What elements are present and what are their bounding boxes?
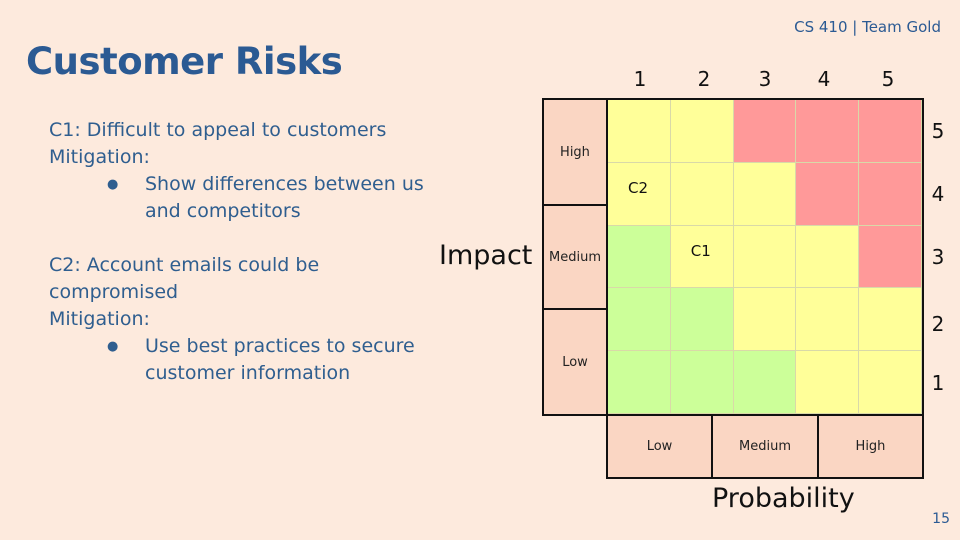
risk-cell — [733, 225, 797, 289]
risk-cell — [608, 288, 671, 352]
risk-cell — [670, 351, 734, 414]
risk-c2-mitigation-label: Mitigation: — [49, 308, 150, 330]
right-number: 1 — [931, 371, 945, 395]
top-number: 2 — [697, 67, 711, 91]
risk-mark-c1: C1 — [690, 241, 711, 260]
probability-level-medium: Medium — [711, 414, 819, 479]
risk-cell — [608, 100, 671, 163]
risk-cell — [859, 225, 922, 289]
top-number: 4 — [817, 67, 831, 91]
risk-cell — [733, 162, 797, 226]
risk-cell — [796, 100, 860, 163]
risk-cell — [796, 225, 860, 289]
risk-cell — [608, 162, 671, 226]
risk-cell — [608, 351, 671, 414]
risk-cell — [859, 351, 922, 414]
impact-level-low: Low — [542, 308, 608, 416]
risk-cell — [796, 288, 860, 352]
risk-cell — [733, 100, 797, 163]
risk-c1-bullet: ● Show differences between us and compet… — [107, 171, 429, 225]
risk-cell — [670, 225, 734, 289]
impact-level-high: High — [542, 98, 608, 206]
risk-cell — [796, 351, 860, 414]
risk-cell — [670, 288, 734, 352]
risk-cell — [859, 162, 922, 226]
risk-c1-bullet-text: Show differences between us and competit… — [145, 173, 424, 222]
right-number: 3 — [931, 245, 945, 269]
probability-axis-label: Probability — [712, 483, 855, 514]
impact-level-medium: Medium — [542, 204, 608, 310]
top-number: 5 — [881, 67, 895, 91]
risk-c1-heading: C1: Difficult to appeal to customers — [49, 119, 387, 141]
course-team-tag: CS 410 | Team Gold — [794, 18, 941, 36]
risk-cell — [733, 288, 797, 352]
bullet-icon: ● — [107, 177, 119, 192]
risk-c2-bullet: ● Use best practices to secure customer … — [107, 333, 429, 387]
risk-cell — [670, 100, 734, 163]
risk-cell — [733, 351, 797, 414]
risk-cell — [796, 162, 860, 226]
risk-matrix-grid: C2 C1 — [606, 98, 924, 416]
right-number: 2 — [931, 312, 945, 336]
risk-c1-mitigation-label: Mitigation: — [49, 146, 150, 168]
risk-cell — [859, 288, 922, 352]
impact-axis-label: Impact — [439, 240, 533, 271]
risk-mark-c2: C2 — [628, 178, 649, 197]
top-number: 1 — [633, 67, 647, 91]
risk-cell — [859, 100, 922, 163]
bullet-icon: ● — [107, 339, 119, 354]
risk-cell — [608, 225, 671, 289]
risk-list: C1: Difficult to appeal to customers Mit… — [49, 117, 429, 387]
right-number: 5 — [931, 119, 945, 143]
risk-cell — [670, 162, 734, 226]
slide-title: Customer Risks — [26, 40, 343, 83]
risk-c2-heading: C2: Account emails could be compromised — [49, 254, 320, 303]
top-number: 3 — [758, 67, 772, 91]
risk-c2-bullet-text: Use best practices to secure customer in… — [145, 335, 415, 384]
probability-level-high: High — [817, 414, 924, 479]
right-number: 4 — [931, 182, 945, 206]
probability-level-low: Low — [606, 414, 713, 479]
page-number: 15 — [932, 511, 950, 527]
